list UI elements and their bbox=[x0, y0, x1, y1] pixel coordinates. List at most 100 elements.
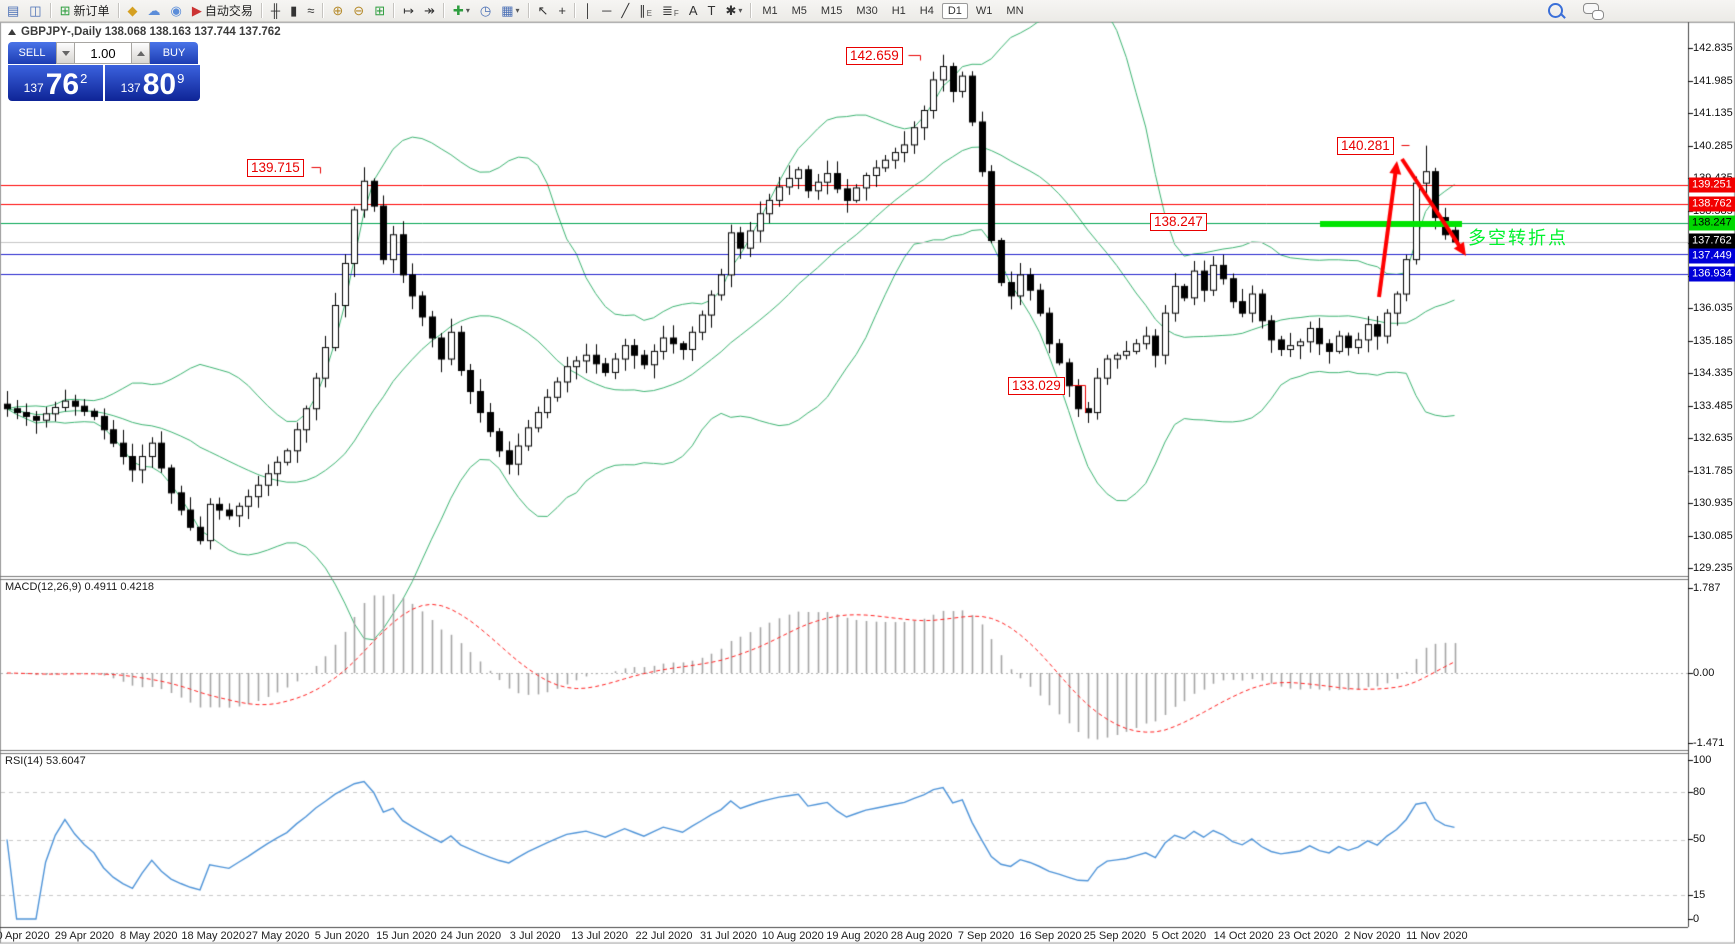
autotrade-button-label: 自动交易 bbox=[204, 4, 253, 18]
chart-shift-icon: ↠ bbox=[424, 3, 435, 18]
publish-icon[interactable]: ☁ bbox=[144, 0, 165, 21]
label-icon[interactable]: T bbox=[703, 0, 719, 21]
trendline-icon[interactable]: ╱ bbox=[617, 0, 633, 21]
toolbar-separator bbox=[322, 3, 325, 18]
chart-candles-icon: ▮ bbox=[290, 3, 298, 18]
volume-input[interactable] bbox=[75, 42, 131, 64]
periods-clock-icon[interactable]: ◷ bbox=[476, 0, 495, 21]
volume-increase-button[interactable] bbox=[131, 42, 150, 64]
rsi-label: RSI(14) 53.6047 bbox=[5, 755, 86, 767]
buy-button[interactable]: BUY bbox=[150, 42, 198, 64]
price-flag-label[interactable]: 138.247 bbox=[1150, 213, 1207, 231]
timeframe-d1-button[interactable]: D1 bbox=[941, 2, 968, 19]
templates-icon: ▦ bbox=[501, 3, 514, 18]
channel-icon[interactable]: ∥ E bbox=[635, 0, 656, 21]
new-order-button-label: 新订单 bbox=[73, 4, 110, 18]
toolbar-separator bbox=[442, 3, 445, 18]
new-order-button: ⊞ bbox=[59, 3, 71, 18]
channel-icon: ∥ bbox=[639, 3, 646, 18]
timeframe-m30-button[interactable]: M30 bbox=[856, 4, 878, 17]
fibonacci-icon[interactable]: ≣ F bbox=[658, 0, 683, 21]
arrows-icon[interactable]: ✱ ▾ bbox=[721, 0, 746, 21]
chart-bars-icon: ╫ bbox=[270, 3, 281, 18]
toolbar-separator bbox=[260, 3, 263, 18]
text-icon: A bbox=[688, 3, 698, 18]
new-order-button[interactable]: ⊞ 新订单 bbox=[56, 0, 114, 21]
auto-scroll-icon[interactable]: ↦ bbox=[399, 0, 418, 21]
tile-windows-icon[interactable]: ⊞ bbox=[370, 0, 389, 21]
buy-price-point: 9 bbox=[177, 71, 185, 86]
auto-scroll-icon: ↦ bbox=[403, 3, 415, 18]
timeframe-h4-button[interactable]: H4 bbox=[919, 4, 934, 17]
triangle-down-icon bbox=[61, 50, 70, 56]
buy-price-button[interactable]: 137 80 9 bbox=[105, 65, 200, 101]
chart-line-icon[interactable]: ≈ bbox=[303, 0, 318, 21]
volume-decrease-button[interactable] bbox=[56, 42, 75, 64]
price-flag-label[interactable]: 139.715 bbox=[247, 159, 304, 177]
toolbar-separator bbox=[393, 3, 396, 18]
timeframe-m1-button[interactable]: M1 bbox=[762, 4, 778, 17]
toolbar-items: ▤ ◫ ⊞ 新订单 ◆ ☁ ◉ ▶ 自动交易 ╫ ▮ ≈ ⊕ ⊖ ⊞ ↦ ↠ ✚ ▾ ◷ ▦ ▾ ↖ + │ ─ ╱ ∥ E ≣ F A T ✱ ▾… bbox=[0, 0, 1031, 21]
indicators-button: ✚ bbox=[452, 3, 464, 18]
zoom-in-icon: ⊕ bbox=[332, 3, 344, 18]
timeframe-m5-button[interactable]: M5 bbox=[791, 4, 807, 17]
chat-icon[interactable] bbox=[1583, 3, 1604, 20]
fibonacci-icon: ≣ bbox=[662, 3, 673, 18]
one-click-panel: SELL BUY 137 76 2 137 80 9 bbox=[8, 42, 200, 101]
search-icon[interactable] bbox=[1548, 3, 1563, 18]
chart-bars-icon[interactable]: ╫ bbox=[267, 0, 284, 21]
price-flag-label[interactable]: 142.659 bbox=[846, 47, 903, 65]
toolbar-separator bbox=[750, 3, 753, 18]
horizontal-line-icon: ─ bbox=[602, 3, 612, 18]
sell-price-pips: 76 bbox=[45, 68, 80, 101]
chart-line-icon: ≈ bbox=[307, 3, 315, 18]
horizontal-line-icon[interactable]: ─ bbox=[598, 0, 615, 21]
chart-candles-icon[interactable]: ▮ bbox=[286, 0, 301, 21]
timeframe-w1-button[interactable]: W1 bbox=[975, 4, 993, 17]
sell-price-button[interactable]: 137 76 2 bbox=[8, 65, 103, 101]
zoom-in-icon[interactable]: ⊕ bbox=[328, 0, 347, 21]
sell-button[interactable]: SELL bbox=[8, 42, 56, 64]
timeframe-mn-button[interactable]: MN bbox=[1006, 4, 1024, 17]
market-watch-icon[interactable]: ▤ bbox=[3, 0, 23, 21]
crosshair-icon[interactable]: + bbox=[554, 0, 570, 21]
signals-icon[interactable]: ◉ bbox=[167, 0, 186, 21]
zoom-out-icon[interactable]: ⊖ bbox=[349, 0, 368, 21]
one-click-collapse-icon[interactable] bbox=[8, 29, 16, 35]
data-window-icon[interactable]: ◫ bbox=[25, 0, 45, 21]
indicators-button[interactable]: ✚ ▾ bbox=[449, 0, 474, 21]
buy-price-handle: 137 bbox=[120, 81, 141, 95]
signals-icon: ◉ bbox=[170, 3, 182, 18]
crosshair-icon: + bbox=[558, 3, 566, 18]
chevron-down-icon: ▾ bbox=[465, 6, 470, 15]
chart-title: GBPJPY-,Daily 138.068 138.163 137.744 13… bbox=[8, 26, 281, 38]
price-flag-label[interactable]: 140.281 bbox=[1337, 137, 1394, 155]
triangle-up-icon bbox=[136, 50, 145, 56]
timeframe-h1-button[interactable]: H1 bbox=[891, 4, 906, 17]
arrows-icon: ✱ bbox=[725, 3, 737, 18]
templates-icon[interactable]: ▦ ▾ bbox=[497, 0, 523, 21]
autotrade-button: ▶ bbox=[191, 3, 202, 18]
styles-icon[interactable]: ◆ bbox=[124, 0, 142, 21]
toolbar: ▤ ◫ ⊞ 新订单 ◆ ☁ ◉ ▶ 自动交易 ╫ ▮ ≈ ⊕ ⊖ ⊞ ↦ ↠ ✚ ▾ ◷ ▦ ▾ ↖ + │ ─ ╱ ∥ E ≣ F A T ✱ ▾… bbox=[0, 0, 1735, 22]
channel-icon-sub: E bbox=[646, 9, 653, 18]
symbol-ohlc-text: GBPJPY-,Daily 138.068 138.163 137.744 13… bbox=[21, 26, 281, 38]
text-icon[interactable]: A bbox=[685, 0, 702, 21]
trendline-icon: ╱ bbox=[621, 3, 630, 18]
chevron-down-icon: ▾ bbox=[515, 6, 520, 15]
fibonacci-icon-sub: F bbox=[673, 9, 679, 18]
autotrade-button[interactable]: ▶ 自动交易 bbox=[188, 0, 257, 21]
cursor-icon[interactable]: ↖ bbox=[534, 0, 553, 21]
chart-shift-icon[interactable]: ↠ bbox=[420, 0, 439, 21]
label-icon: T bbox=[707, 3, 716, 18]
sell-price-handle: 137 bbox=[23, 81, 44, 95]
timeframe-m15-button[interactable]: M15 bbox=[820, 4, 843, 17]
price-flag-label[interactable]: 133.029 bbox=[1008, 377, 1065, 395]
cursor-icon: ↖ bbox=[537, 3, 549, 18]
zoom-out-icon: ⊖ bbox=[353, 3, 365, 18]
vertical-line-icon: │ bbox=[584, 3, 593, 18]
turning-point-note[interactable]: 多空转折点 bbox=[1468, 228, 1568, 248]
vertical-line-icon[interactable]: │ bbox=[580, 0, 596, 21]
